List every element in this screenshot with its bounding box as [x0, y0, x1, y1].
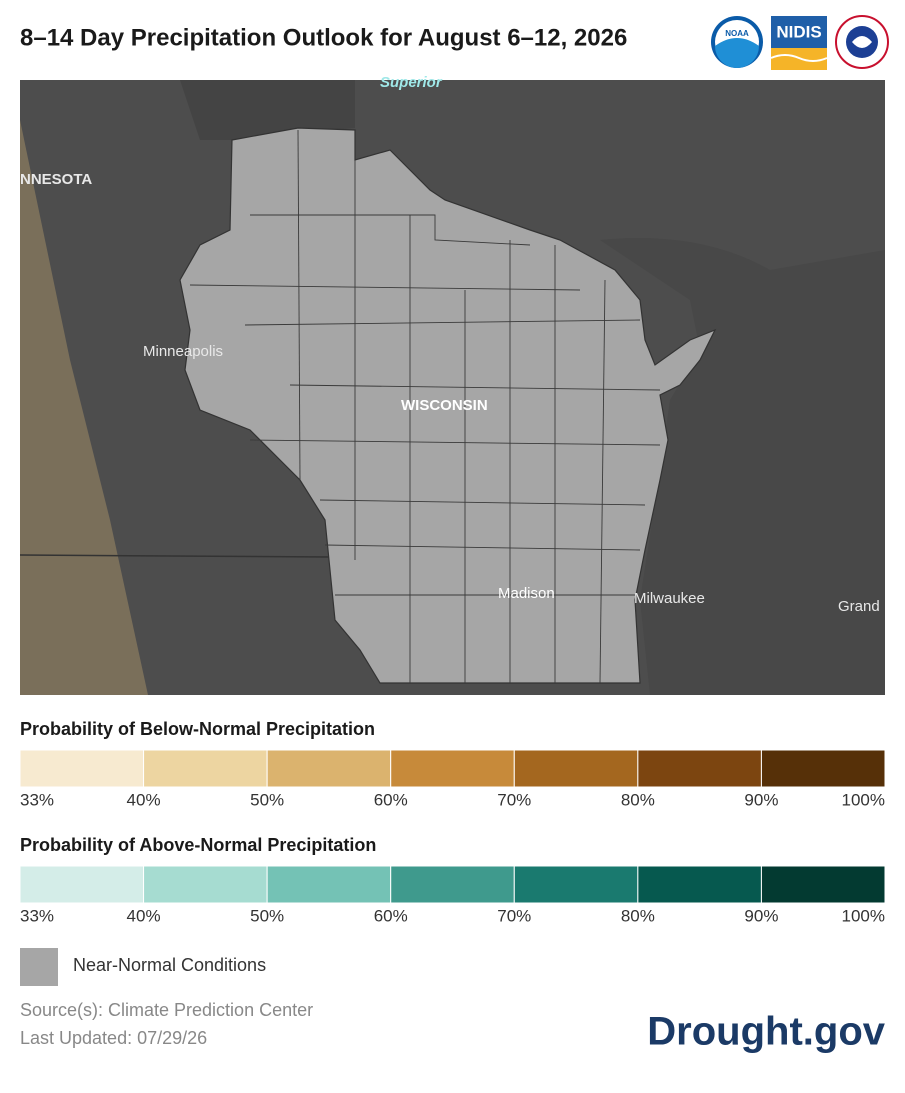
legend-swatch — [266, 865, 392, 904]
below-normal-area — [20, 120, 148, 695]
map-label: Minneapolis — [143, 343, 223, 360]
legend-tick-label: 33% — [20, 906, 54, 925]
legend-swatch — [390, 865, 515, 904]
map-labels: Superior NNESOTA Minneapolis WISCONSIN M… — [20, 74, 880, 615]
legend-tick-label: 100% — [842, 906, 885, 925]
legend-tick-label: 70% — [497, 906, 531, 925]
legend-swatch — [19, 865, 145, 904]
wisconsin — [179, 127, 717, 684]
legend-tick-label: 50% — [250, 906, 284, 925]
legend-swatch — [760, 865, 886, 904]
legend-tick-label: 100% — [842, 790, 885, 809]
legend-swatch — [513, 865, 639, 904]
legend-tick-label: 50% — [250, 790, 284, 809]
legend-swatch — [390, 749, 515, 788]
legend-swatch — [266, 749, 392, 788]
legend-swatch — [513, 749, 639, 788]
legend-tick-label: 33% — [20, 790, 54, 809]
map-label: Madison — [498, 585, 555, 602]
map-label: NNESOTA — [20, 171, 92, 188]
legend-swatch — [760, 749, 886, 788]
legend-tick-label: 40% — [127, 790, 161, 809]
county-lines — [189, 129, 661, 684]
legend-tick-label: 40% — [127, 906, 161, 925]
state-border — [19, 554, 331, 558]
map-label: WISCONSIN — [401, 397, 488, 414]
legend-swatch — [637, 865, 762, 904]
legend-tick-label: 60% — [374, 790, 408, 809]
noaa-text: NOAA — [725, 29, 749, 38]
legend-tick-label: 60% — [374, 906, 408, 925]
map-label: Grand — [838, 598, 880, 615]
legend-swatch — [637, 749, 762, 788]
legend-tick-label: 80% — [621, 906, 655, 925]
nws-logo — [835, 15, 889, 69]
legend-tick-label: 90% — [744, 906, 778, 925]
legend-tick-label: 80% — [621, 790, 655, 809]
brand: Drought.gov — [647, 1010, 885, 1054]
legends: Probability of Below-Normal Precipitatio… — [19, 719, 886, 925]
source: Source(s): Climate Prediction Center — [20, 1000, 313, 1020]
near-normal-label: Near-Normal Conditions — [73, 955, 266, 975]
near-normal-swatch — [20, 948, 58, 986]
noaa-logo: NOAA — [711, 16, 763, 68]
lake-michigan — [600, 238, 885, 695]
legend-swatch — [19, 749, 145, 788]
legend-title: Probability of Below-Normal Precipitatio… — [20, 719, 375, 739]
legend-swatch — [143, 865, 268, 904]
last-updated: Last Updated: 07/29/26 — [20, 1028, 207, 1048]
nidis-logo: NIDIS — [770, 16, 828, 70]
map: Superior NNESOTA Minneapolis WISCONSIN M… — [19, 74, 885, 695]
legend-tick-label: 70% — [497, 790, 531, 809]
legend-tick-label: 90% — [744, 790, 778, 809]
legend-swatch — [143, 749, 268, 788]
legend-title: Probability of Above-Normal Precipitatio… — [20, 835, 376, 855]
title: 8–14 Day Precipitation Outlook for Augus… — [20, 24, 627, 51]
map-label: Milwaukee — [634, 590, 705, 607]
nidis-text: NIDIS — [776, 22, 821, 41]
map-label: Superior — [380, 74, 443, 91]
lake-superior — [20, 80, 355, 140]
